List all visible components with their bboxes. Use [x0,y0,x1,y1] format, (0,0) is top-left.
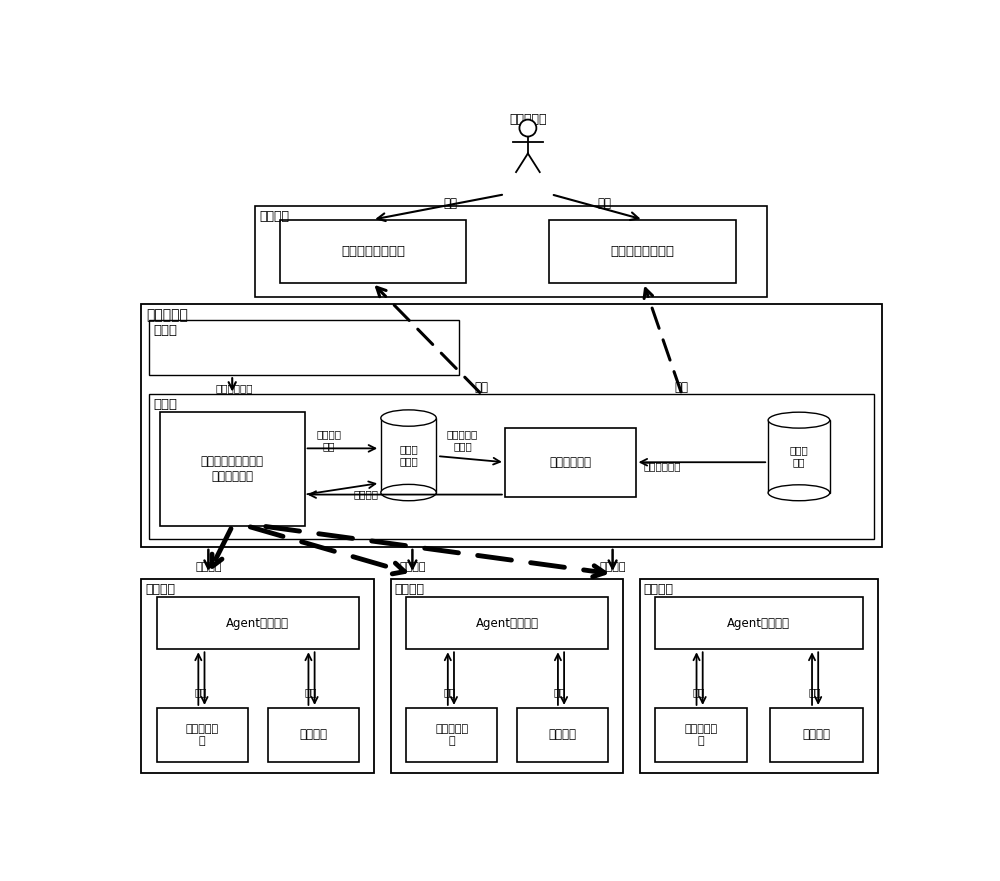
Bar [391,580,623,774]
Text: Agent代理模块: Agent代理模块 [226,617,289,630]
Text: 南向接口: 南向接口 [195,561,222,572]
Ellipse shape [768,485,830,500]
Text: 南向接口: 南向接口 [599,561,626,572]
Bar [655,707,747,762]
Text: 故障情况显示界面: 故障情况显示界面 [341,245,405,258]
Bar [141,304,882,547]
Text: 网络状态
信息: 网络状态 信息 [317,429,342,451]
Text: 用户接口: 用户接口 [259,210,289,223]
Bar [280,219,466,283]
Text: 故障检测指令: 故障检测指令 [215,383,253,393]
Text: 录入: 录入 [675,381,689,395]
Ellipse shape [768,412,830,428]
Text: 网络协议: 网络协议 [549,729,577,741]
Text: 网络状态信
息: 网络状态信 息 [186,724,219,745]
Ellipse shape [381,485,436,500]
Circle shape [519,120,536,137]
Bar [149,320,459,375]
Text: Agent代理模块: Agent代理模块 [727,617,790,630]
Text: 提供网络状
态参数: 提供网络状 态参数 [447,429,478,451]
Text: 网络协议: 网络协议 [803,729,831,741]
Text: 网络协议: 网络协议 [299,729,327,741]
Bar [149,395,874,539]
Bar [549,219,736,283]
Text: 配置: 配置 [305,687,317,697]
Text: 网络状态信
息: 网络状态信 息 [435,724,468,745]
Bar [768,420,830,492]
Text: 配置: 配置 [554,687,566,697]
Bar [255,206,767,297]
Text: 集中管理器: 集中管理器 [146,308,188,322]
Bar [160,412,305,526]
Text: 网络设备: 网络设备 [395,583,425,596]
Text: 查看: 查看 [444,196,458,210]
Text: 网络管理员: 网络管理员 [509,114,547,126]
Text: 录入: 录入 [598,196,612,210]
Bar [770,707,863,762]
Bar [141,580,374,774]
Text: 南向接口: 南向接口 [399,561,426,572]
Bar [406,707,497,762]
Text: 网络状态信
息: 网络状态信 息 [685,724,718,745]
Bar [157,707,248,762]
Text: 采集: 采集 [444,687,456,697]
Text: 故障检测推理: 故障检测推理 [549,455,591,469]
Bar [505,427,636,497]
Text: 业务层: 业务层 [153,323,177,337]
Bar [640,580,878,774]
Text: 网络设备: 网络设备 [643,583,673,596]
Text: 配置: 配置 [808,687,821,697]
Text: 修复策略: 修复策略 [354,489,379,500]
Bar [406,597,608,649]
Bar [381,418,436,492]
Text: 显示: 显示 [475,381,489,395]
Text: Agent代理模块: Agent代理模块 [476,617,539,630]
Text: 专家知识录入接口: 专家知识录入接口 [611,245,675,258]
Ellipse shape [381,410,436,426]
Text: 态参数
数据库: 态参数 数据库 [399,445,418,466]
Bar [157,597,358,649]
Bar [268,707,358,762]
Text: 专家知
识库: 专家知 识库 [790,446,808,467]
Bar [517,707,608,762]
Text: 采集: 采集 [194,687,207,697]
Text: 网络设备: 网络设备 [145,583,175,596]
Text: 采集: 采集 [693,687,705,697]
Bar [655,597,863,649]
Text: 控制层: 控制层 [153,398,177,411]
Text: 提供专家知识: 提供专家知识 [644,462,681,471]
Text: 网络状态参数获取和
策略执行模块: 网络状态参数获取和 策略执行模块 [201,455,264,483]
